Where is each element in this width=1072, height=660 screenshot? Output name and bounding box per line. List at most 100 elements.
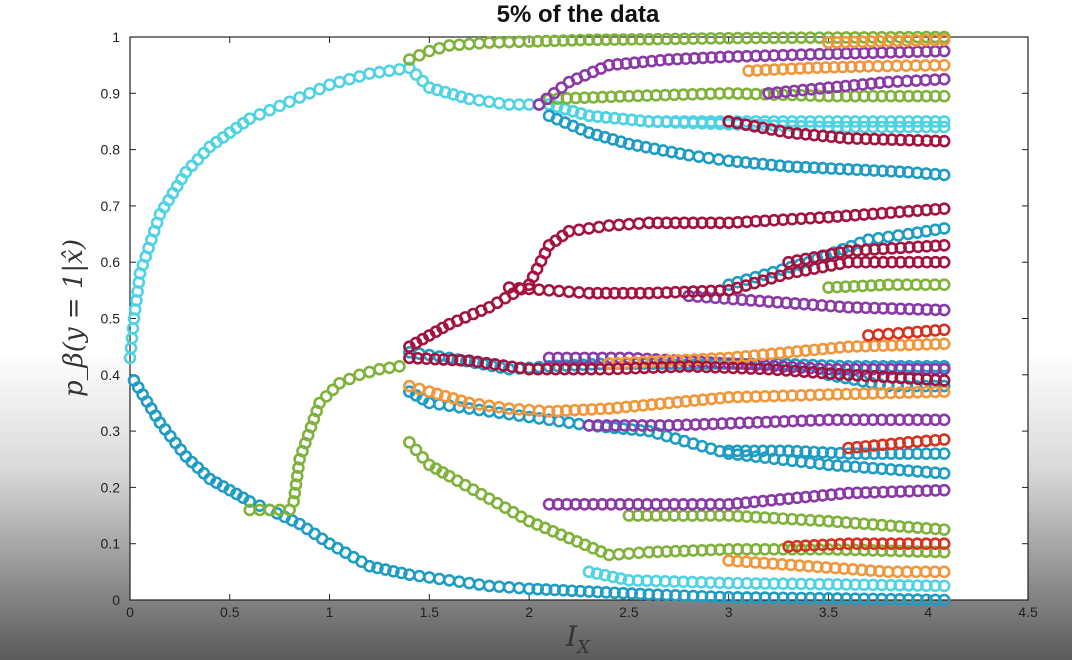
data-point — [619, 356, 633, 370]
data-point — [671, 52, 684, 66]
data-point — [559, 404, 573, 417]
data-point — [833, 341, 847, 354]
data-point — [867, 164, 881, 177]
data-point — [807, 343, 821, 357]
data-point — [531, 582, 544, 596]
data-point — [522, 35, 536, 48]
data-point — [819, 61, 832, 74]
data-point — [653, 354, 667, 368]
data-point — [853, 60, 867, 73]
data-point — [937, 303, 951, 317]
data-point — [722, 444, 735, 458]
x-tick-label: 3.5 — [819, 604, 839, 620]
data-point — [937, 337, 951, 351]
data-point — [662, 354, 676, 368]
data-point — [770, 86, 784, 99]
data-point — [782, 540, 795, 553]
data-point — [850, 163, 864, 177]
data-point — [867, 537, 881, 551]
data-point — [859, 447, 872, 460]
data-point — [290, 469, 304, 483]
series-15-green — [622, 509, 951, 536]
data-point — [594, 402, 607, 416]
data-point — [611, 356, 624, 370]
data-point — [842, 441, 855, 455]
data-point — [824, 538, 838, 551]
data-point — [253, 108, 267, 121]
data-point — [859, 537, 872, 551]
data-point — [824, 446, 838, 460]
series-30-crimson — [722, 115, 951, 148]
data-point — [833, 131, 847, 144]
data-point — [839, 280, 852, 294]
data-point — [608, 33, 621, 46]
data-point — [937, 374, 951, 387]
data-point — [785, 62, 798, 76]
series-21-purple — [762, 72, 951, 100]
data-point — [333, 376, 346, 390]
x-tick-label: 0 — [126, 604, 134, 620]
data-point — [847, 78, 861, 92]
data-point — [790, 491, 804, 505]
series-29-crimson — [782, 239, 951, 269]
data-point — [864, 279, 878, 292]
data-point — [937, 255, 951, 269]
data-point — [395, 566, 408, 580]
data-point — [787, 84, 801, 98]
x-tick-label: 2.5 — [619, 604, 639, 620]
data-point — [842, 163, 855, 176]
x-tick-label: 0.5 — [220, 604, 240, 620]
data-point — [454, 90, 468, 103]
series-34-red — [862, 323, 951, 342]
data-point — [625, 33, 639, 46]
data-point — [387, 564, 400, 578]
data-point — [856, 279, 869, 293]
data-point — [363, 559, 376, 573]
data-point — [582, 286, 596, 300]
data-point — [790, 160, 804, 174]
data-point — [805, 82, 818, 96]
data-point — [807, 128, 821, 142]
data-point — [598, 130, 612, 144]
data-point — [585, 403, 599, 416]
data-point — [937, 222, 951, 235]
data-point — [807, 539, 821, 552]
data-point — [722, 154, 735, 168]
data-point — [531, 34, 544, 48]
data-point — [619, 400, 633, 414]
data-point — [864, 35, 878, 48]
data-point — [844, 60, 858, 74]
data-point — [937, 523, 951, 536]
data-point — [446, 88, 460, 101]
data-point — [773, 159, 787, 172]
data-point — [393, 360, 406, 373]
data-point — [423, 385, 436, 398]
data-point — [696, 51, 710, 65]
data-point — [645, 398, 658, 411]
y-tick-label: 0.8 — [101, 142, 121, 158]
data-point — [539, 34, 553, 48]
data-point — [713, 391, 727, 405]
y-axis-label: p_β(y = 1|x̂) — [59, 239, 89, 397]
data-point — [403, 61, 416, 75]
data-point — [598, 568, 612, 582]
data-point — [574, 33, 587, 47]
data-point — [937, 537, 951, 551]
data-point — [611, 58, 624, 71]
series-22-orange — [403, 379, 951, 418]
data-point — [283, 95, 296, 109]
data-point — [462, 354, 476, 368]
data-point — [416, 74, 429, 88]
data-point — [824, 130, 838, 144]
data-point — [557, 34, 570, 47]
data-points — [123, 30, 951, 607]
data-point — [599, 33, 613, 46]
data-point — [591, 286, 604, 300]
y-tick-label: 0.7 — [101, 198, 121, 214]
data-point — [822, 281, 835, 294]
data-point — [446, 392, 460, 405]
chart-title: 5% of the data — [497, 1, 660, 28]
data-point — [633, 286, 647, 300]
data-point — [409, 68, 423, 81]
series-24-orange — [742, 58, 951, 78]
